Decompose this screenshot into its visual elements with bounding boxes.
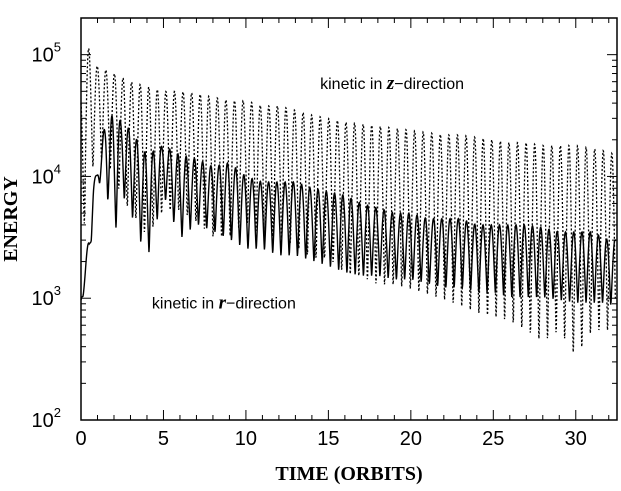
y-tick-label: 102	[32, 405, 61, 432]
series-r-direction-line	[80, 113, 617, 305]
y-tick-label: 104	[32, 161, 61, 188]
x-tick-label: 25	[482, 428, 504, 450]
x-tick-label: 30	[565, 428, 587, 450]
annotation-r-prefix: kinetic in	[152, 296, 219, 313]
y-tick-exponent: 4	[54, 161, 61, 176]
y-tick-label: 103	[32, 283, 61, 310]
y-tick-base: 10	[32, 410, 54, 432]
series-layer	[80, 45, 617, 353]
y-tick-exponent: 3	[54, 283, 61, 298]
x-axis-ticks: 0 5 10 15 20 25 30	[75, 18, 610, 450]
annotation-r-suffix: −direction	[226, 296, 296, 313]
y-tick-label: 105	[32, 40, 61, 67]
annotation-z-direction: kinetic in z−direction	[320, 73, 464, 94]
y-tick-base: 10	[32, 288, 54, 310]
y-tick-exponent: 5	[54, 40, 61, 55]
y-tick-base: 10	[32, 45, 54, 67]
annotation-z-suffix: −direction	[394, 76, 464, 93]
x-tick-label: 10	[235, 428, 257, 450]
x-tick-label: 20	[400, 428, 422, 450]
annotation-z-prefix: kinetic in	[320, 76, 387, 93]
x-axis-title: TIME (ORBITS)	[275, 463, 422, 485]
x-tick-label: 0	[75, 428, 86, 450]
annotation-z-var: z	[386, 73, 395, 94]
y-axis-title: ENERGY	[0, 176, 22, 262]
annotation-r-var: r	[219, 293, 227, 314]
y-tick-exponent: 2	[54, 405, 61, 420]
x-tick-label: 15	[317, 428, 339, 450]
y-tick-base: 10	[32, 166, 54, 188]
x-tick-label: 5	[158, 428, 169, 450]
plot-frame	[80, 17, 618, 421]
annotation-r-direction: kinetic in r−direction	[152, 293, 296, 314]
